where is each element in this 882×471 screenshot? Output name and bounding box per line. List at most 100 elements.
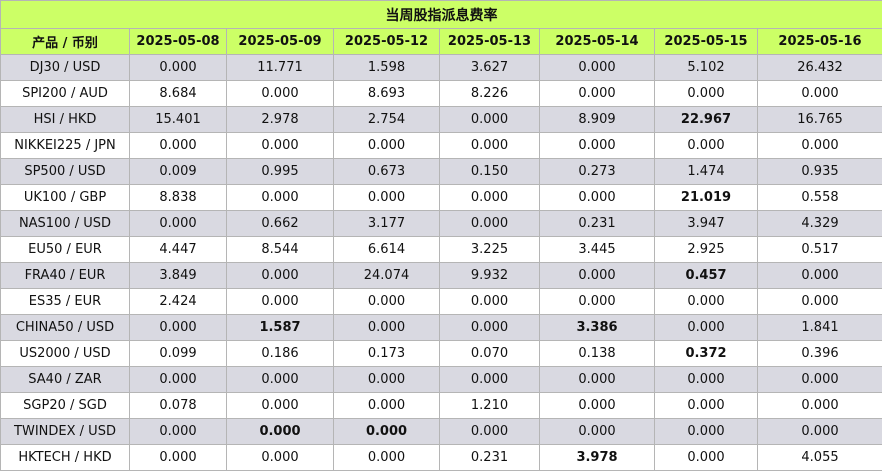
rate-cell: 0.000 xyxy=(334,419,440,445)
header-product: 产品 / 币别 xyxy=(1,29,130,55)
rate-cell: 0.000 xyxy=(655,393,758,419)
rate-cell: 0.000 xyxy=(130,419,227,445)
rate-cell: 0.000 xyxy=(130,211,227,237)
product-cell: SGP20 / SGD xyxy=(1,393,130,419)
title-row: 当周股指派息费率 xyxy=(1,1,882,29)
product-cell: SP500 / USD xyxy=(1,159,130,185)
rate-cell: 0.000 xyxy=(655,289,758,315)
rate-cell: 0.000 xyxy=(440,185,540,211)
rate-cell: 1.841 xyxy=(758,315,882,341)
rate-cell: 15.401 xyxy=(130,107,227,133)
rate-cell: 3.947 xyxy=(655,211,758,237)
rate-cell: 0.000 xyxy=(655,445,758,471)
rate-cell: 0.000 xyxy=(334,393,440,419)
rate-cell: 24.074 xyxy=(334,263,440,289)
rate-cell: 0.000 xyxy=(758,289,882,315)
rate-cell: 26.432 xyxy=(758,55,882,81)
rate-cell: 0.000 xyxy=(227,263,334,289)
rate-cell: 4.055 xyxy=(758,445,882,471)
rate-cell: 0.000 xyxy=(227,445,334,471)
rate-cell: 0.231 xyxy=(440,445,540,471)
rate-cell: 4.447 xyxy=(130,237,227,263)
product-cell: UK100 / GBP xyxy=(1,185,130,211)
rate-cell: 6.614 xyxy=(334,237,440,263)
header-date: 2025-05-14 xyxy=(540,29,655,55)
rate-cell: 11.771 xyxy=(227,55,334,81)
rate-cell: 3.386 xyxy=(540,315,655,341)
rate-cell: 0.273 xyxy=(540,159,655,185)
rate-cell: 0.078 xyxy=(130,393,227,419)
rate-cell: 0.000 xyxy=(540,289,655,315)
rate-cell: 0.070 xyxy=(440,341,540,367)
rate-cell: 2.925 xyxy=(655,237,758,263)
rate-cell: 0.000 xyxy=(540,185,655,211)
rate-cell: 0.000 xyxy=(655,419,758,445)
header-date: 2025-05-09 xyxy=(227,29,334,55)
rate-cell: 0.000 xyxy=(440,419,540,445)
rate-cell: 0.662 xyxy=(227,211,334,237)
product-cell: SA40 / ZAR xyxy=(1,367,130,393)
rate-cell: 0.000 xyxy=(334,315,440,341)
rate-cell: 0.000 xyxy=(334,289,440,315)
header-date: 2025-05-12 xyxy=(334,29,440,55)
rate-cell: 5.102 xyxy=(655,55,758,81)
header-date: 2025-05-15 xyxy=(655,29,758,55)
rate-cell: 0.000 xyxy=(130,367,227,393)
rate-cell: 0.000 xyxy=(540,419,655,445)
rate-cell: 4.329 xyxy=(758,211,882,237)
rate-cell: 0.000 xyxy=(334,133,440,159)
rate-cell: 0.000 xyxy=(655,367,758,393)
header-date: 2025-05-08 xyxy=(130,29,227,55)
rate-cell: 0.000 xyxy=(440,315,540,341)
product-cell: DJ30 / USD xyxy=(1,55,130,81)
rate-cell: 0.372 xyxy=(655,341,758,367)
rate-cell: 0.000 xyxy=(540,55,655,81)
rate-cell: 0.000 xyxy=(130,315,227,341)
rate-cell: 0.935 xyxy=(758,159,882,185)
rate-cell: 0.000 xyxy=(655,81,758,107)
rate-cell: 3.978 xyxy=(540,445,655,471)
rate-cell: 3.225 xyxy=(440,237,540,263)
rate-cell: 0.000 xyxy=(440,211,540,237)
rate-cell: 3.627 xyxy=(440,55,540,81)
rate-cell: 0.000 xyxy=(227,185,334,211)
rate-cell: 0.173 xyxy=(334,341,440,367)
rate-cell: 0.009 xyxy=(130,159,227,185)
rate-cell: 0.000 xyxy=(334,367,440,393)
product-cell: SPI200 / AUD xyxy=(1,81,130,107)
product-cell: HSI / HKD xyxy=(1,107,130,133)
rate-cell: 0.000 xyxy=(440,289,540,315)
rate-cell: 0.000 xyxy=(334,185,440,211)
rate-cell: 1.587 xyxy=(227,315,334,341)
rate-cell: 3.445 xyxy=(540,237,655,263)
product-cell: CHINA50 / USD xyxy=(1,315,130,341)
rate-cell: 0.000 xyxy=(758,393,882,419)
rate-cell: 0.995 xyxy=(227,159,334,185)
rate-cell: 2.424 xyxy=(130,289,227,315)
rate-cell: 22.967 xyxy=(655,107,758,133)
rate-cell: 16.765 xyxy=(758,107,882,133)
rate-cell: 0.000 xyxy=(227,289,334,315)
rate-cell: 8.684 xyxy=(130,81,227,107)
rate-cell: 0.000 xyxy=(655,133,758,159)
rate-cell: 0.000 xyxy=(440,367,540,393)
rate-cell: 0.000 xyxy=(540,367,655,393)
rate-cell: 0.000 xyxy=(758,133,882,159)
header-date: 2025-05-13 xyxy=(440,29,540,55)
rate-cell: 0.150 xyxy=(440,159,540,185)
rate-cell: 0.000 xyxy=(540,133,655,159)
rate-cell: 0.000 xyxy=(227,367,334,393)
product-cell: HKTECH / HKD xyxy=(1,445,130,471)
header-row: 产品 / 币别 2025-05-08 2025-05-09 2025-05-12… xyxy=(1,29,882,55)
rate-cell: 0.558 xyxy=(758,185,882,211)
rate-cell: 0.000 xyxy=(540,393,655,419)
